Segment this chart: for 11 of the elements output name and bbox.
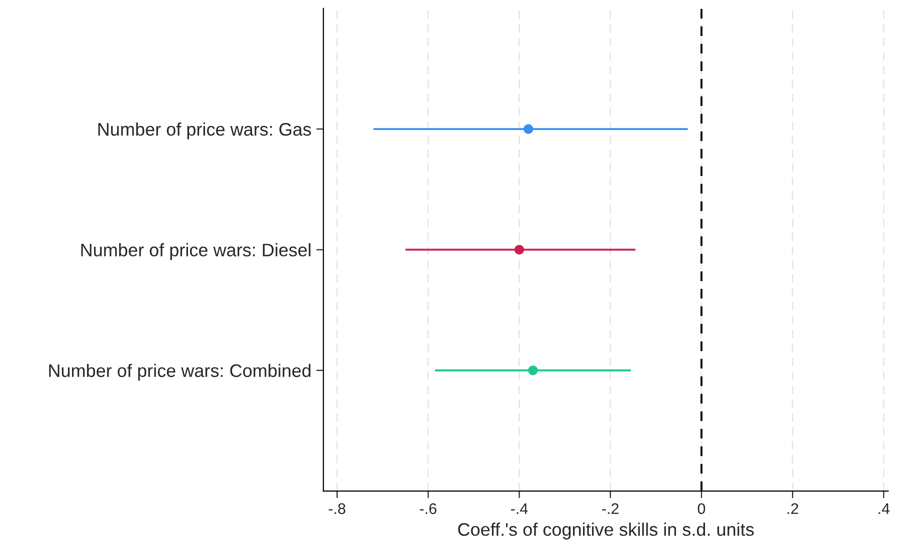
x-tick-label: -.6 [420,503,436,514]
x-tick-label: -.8 [328,503,346,514]
x-axis-title: Coeff.'s of cognitive skills in s.d. units [458,522,754,540]
x-tick-label: 0 [698,503,706,514]
y-tick-label: Number of price wars: Diesel [81,243,310,260]
x-tick-label: -.2 [602,503,619,514]
y-tick-label: Number of price wars: Combined [49,364,310,381]
x-tick-label: .2 [788,503,798,514]
x-tick-label: -.4 [511,503,528,514]
y-tick-label: Number of price wars: Gas [98,122,311,140]
x-tick-label: .4 [878,503,890,514]
